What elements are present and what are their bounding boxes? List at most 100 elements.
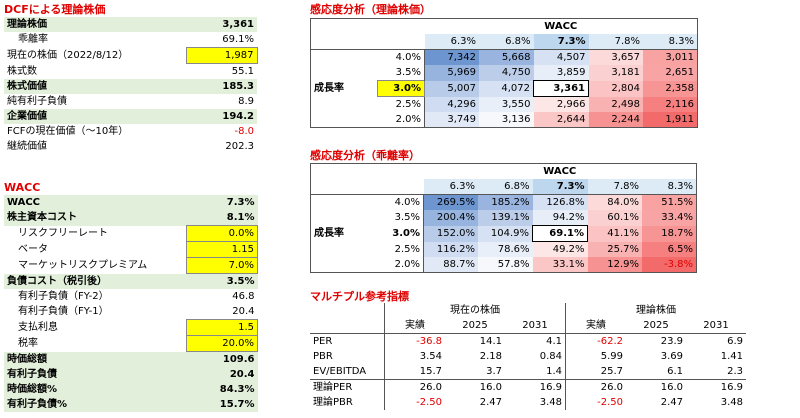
multiple-value: 16.0 — [445, 379, 505, 395]
kv-label: 乖離率 — [18, 34, 48, 46]
sens-cell: 3,749 — [424, 112, 479, 128]
sens-cell: 185.2% — [478, 194, 533, 210]
kv-value: 84.3% — [186, 382, 258, 397]
kv-value: 7.3% — [186, 195, 258, 210]
sens-cell: 269.5% — [423, 194, 478, 210]
sens-row: 3.5% 200.4% 139.1% 94.2% 60.1% 33.4% — [310, 210, 697, 226]
sens-row: 成長率 3.0% 5,007 4,072 3,361 2,804 2,358 — [310, 80, 698, 97]
sens-cell: 25.7% — [587, 241, 642, 257]
multiple-value: 4.1 — [546, 336, 562, 347]
sens-cell: 126.8% — [532, 194, 588, 210]
multiple-value: 3.54 — [384, 349, 445, 364]
sens-cell: 2,651 — [643, 65, 698, 81]
kv-input-value[interactable]: 20.0% — [186, 335, 258, 352]
wacc-col-header: 7.8% — [587, 179, 642, 195]
sens-cell: 3,657 — [588, 49, 643, 65]
multiple-row: PBR 3.54 2.18 0.84 5.99 3.69 1.41 — [310, 349, 746, 364]
kv-input-value[interactable]: 0.0% — [186, 225, 258, 242]
sens-cell: 3,011 — [643, 49, 698, 65]
multiple-value: 6.9 — [727, 336, 743, 347]
multiple-value: 3.7 — [486, 366, 502, 377]
multiple-value: 3.48 — [720, 397, 743, 408]
sens-cell: 139.1% — [478, 210, 533, 226]
kv-label: 現在の株価（2022/8/12） — [7, 50, 129, 61]
sens-cell: 60.1% — [587, 210, 642, 226]
sens-cell: 116.2% — [423, 241, 478, 257]
multiple-value: 25.7 — [565, 364, 626, 380]
dcf-table: 理論株価 3,361 乖離率 69.1% 現在の株価（2022/8/12） 1,987 株式… — [4, 17, 258, 154]
kv-input-value[interactable]: 7.0% — [186, 257, 258, 274]
kv-row: FCFの現在価値（～10年） -8.0 — [4, 124, 257, 139]
wacc-col-header: 6.8% — [478, 179, 533, 195]
kv-label: 株式数 — [7, 65, 37, 77]
kv-value: 20.4 — [186, 367, 258, 382]
sens-dev-title: 感応度分析（乖離率） — [310, 149, 420, 162]
multiple-value: 26.0 — [384, 379, 445, 395]
growth-value: 4.0% — [377, 194, 424, 210]
sens-cell: 5,007 — [424, 80, 479, 97]
sub-col-header: 2025 — [445, 318, 505, 334]
kv-label: 純有利子負債 — [7, 96, 67, 107]
growth-value: 3.0% — [377, 80, 425, 97]
sens-cell: 3,859 — [533, 65, 589, 81]
sub-col-header: 実績 — [565, 318, 626, 334]
kv-value: 69.1% — [222, 34, 254, 45]
multiple-row: 理論PER 26.0 16.0 16.9 26.0 16.0 16.9 — [310, 379, 746, 395]
kv-row: 株式価値 185.3 — [4, 79, 257, 94]
multiple-value: 16.9 — [686, 379, 746, 395]
sens-cell: 57.8% — [478, 257, 533, 273]
growth-value: 2.0% — [377, 112, 425, 128]
kv-label: 有利子負債（FY-2） — [18, 291, 109, 302]
wacc-title: WACC — [4, 181, 41, 194]
sens-dev-table: WACC 6.3% 6.8% 7.3% 7.8% 8.3% 4.0% 269.5% 185.2%… — [310, 163, 697, 273]
wacc-col-header: 8.3% — [642, 179, 697, 195]
growth-value: 2.5% — [377, 241, 424, 257]
dcf-title: DCFによる理論株価 — [4, 3, 106, 16]
group-header-row: 現在の株価 理論株価 — [310, 303, 746, 318]
kv-label: 有利子負債（FY-1） — [18, 306, 109, 318]
sens-cell: 4,296 — [424, 96, 479, 112]
multiple-value: 6.1 — [667, 366, 683, 377]
kv-input-value[interactable]: 1.5 — [186, 319, 258, 336]
kv-label: WACC — [4, 195, 187, 210]
wacc-header-row: WACC — [310, 163, 697, 179]
kv-value: 15.7% — [186, 397, 258, 412]
kv-label: 株主資本コスト — [4, 210, 187, 226]
sub-col-header: 実績 — [384, 318, 445, 334]
multiple-value: 1.41 — [720, 351, 743, 362]
kv-row: 税率 20.0% — [4, 335, 258, 352]
multiple-row: PER -36.8 14.1 4.1 -62.2 23.9 6.9 — [310, 333, 746, 349]
sens-price-table: WACC 6.3% 6.8% 7.3% 7.8% 8.3% 4.0% 7,342 5,668 4,… — [310, 18, 698, 128]
kv-value: 3,361 — [186, 17, 257, 32]
multiple-value: -62.2 — [565, 333, 626, 349]
sens-cell: 2,244 — [588, 112, 643, 128]
kv-value: 20.4 — [232, 306, 255, 317]
multiple-value: 23.9 — [660, 336, 683, 347]
kv-row: 株式数 55.1 — [4, 64, 257, 80]
kv-row: マーケットリスクプレミアム 7.0% — [4, 257, 258, 274]
kv-row: WACC 7.3% — [4, 195, 258, 210]
sens-cell: 12.9% — [587, 257, 642, 273]
sens-row: 2.5% 4,296 3,550 2,966 2,498 2,116 — [310, 96, 698, 112]
col-header-row: 6.3% 6.8% 7.3% 7.8% 8.3% — [310, 179, 697, 195]
sens-cell: 2,966 — [533, 96, 589, 112]
wacc-header-row: WACC — [310, 18, 698, 34]
kv-label: 負債コスト（税引後） — [4, 273, 187, 289]
multiple-value: 15.7 — [384, 364, 445, 380]
multiple-value: 1.4 — [546, 366, 562, 377]
growth-label: 成長率 — [310, 225, 377, 242]
sub-col-header: 2025 — [626, 318, 686, 334]
kv-row: 株主資本コスト 8.1% — [4, 210, 258, 226]
kv-input-value[interactable]: 1.15 — [186, 241, 258, 258]
kv-label: マーケットリスクプレミアム — [18, 260, 148, 271]
sub-col-header: 2031 — [505, 318, 566, 334]
sens-cell: 1,911 — [643, 112, 698, 128]
kv-row: 支払利息 1.5 — [4, 319, 258, 336]
group-current: 現在の株価 — [384, 303, 566, 318]
growth-value: 3.0% — [377, 225, 424, 242]
kv-row: 企業価値 194.2 — [4, 109, 257, 124]
multiple-value: 2.47 — [479, 397, 502, 408]
kv-value: 3.5% — [186, 273, 258, 289]
kv-input-value[interactable]: 1,987 — [185, 47, 258, 64]
kv-value: 194.2 — [186, 109, 257, 124]
